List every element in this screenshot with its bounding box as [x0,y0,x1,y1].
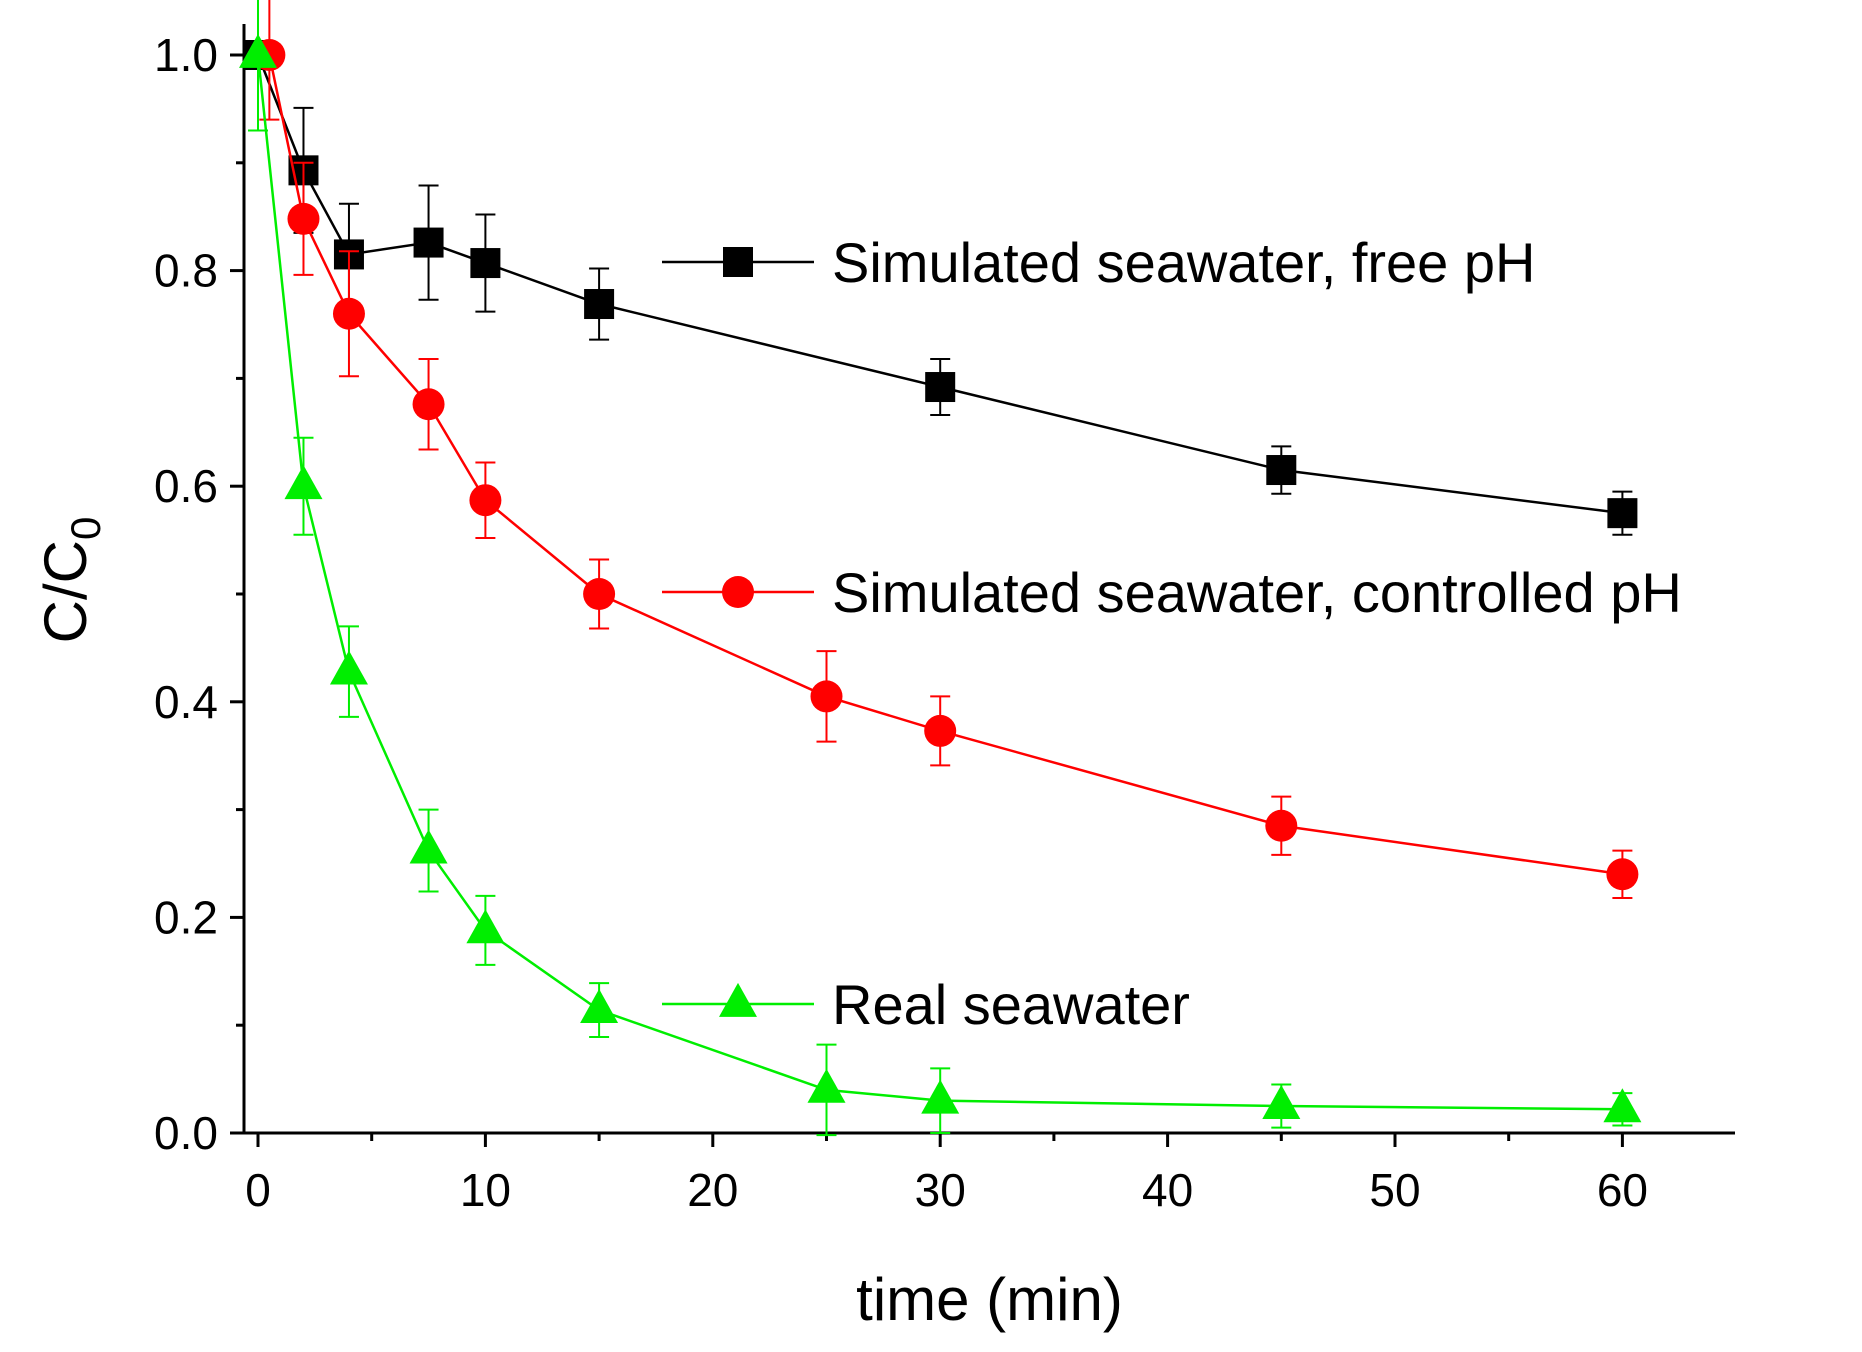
data-point [409,829,448,864]
data-point [924,714,957,747]
data-point [329,650,368,685]
data-point [1603,1088,1642,1123]
data-point [332,297,365,330]
data-point [1266,455,1297,486]
data-point [1265,809,1298,842]
legend-entry-real-seawater: Real seawater [662,973,1190,1036]
legend-entry-free-ph: Simulated seawater, free pH [662,231,1535,294]
x-tick-label: 30 [915,1164,966,1216]
data-point [583,578,616,610]
y-axis-title-main: C/C [32,540,99,643]
y-tick-label: 0.2 [154,891,218,943]
x-tick-label: 60 [1597,1164,1648,1216]
data-point [1607,498,1638,529]
series-line [256,54,1623,1111]
data-point [807,1068,846,1103]
legend-label: Simulated seawater, free pH [832,231,1535,294]
y-tick-label: 0.4 [154,676,218,728]
x-tick-label: 20 [687,1164,738,1216]
legend-label: Real seawater [832,973,1190,1036]
x-tick-label: 10 [460,1164,511,1216]
data-point [239,33,277,68]
y-axis-title-subscript: 0 [62,517,109,540]
series-controlled-ph [253,0,1639,899]
y-tick-label: 1.0 [154,29,218,81]
data-point [810,680,843,713]
legend-marker [723,247,753,277]
legend-entry-controlled-ph: Simulated seawater, controlled pH [662,561,1682,624]
axes: 0 10 20 30 40 50 60 0.0 0.2 0.4 0.6 0.8 1.0 [154,24,1735,1216]
data-point [1606,858,1639,891]
data-point [469,484,502,517]
series-line [268,54,1623,876]
y-tick-label: 0.8 [154,245,218,297]
data-point [287,202,320,235]
data-point [413,227,444,258]
data-point [580,989,619,1024]
y-tick-label: 0.6 [154,460,218,512]
legend-label: Simulated seawater, controlled pH [832,561,1682,624]
data-point [921,1079,960,1114]
y-axis-title: C/C0 [32,517,109,644]
data-point [925,372,956,403]
y-tick-label: 0.0 [154,1107,218,1159]
x-tick-label: 40 [1142,1164,1193,1216]
x-axis-title: time (min) [856,1266,1123,1333]
x-tick-label: 0 [245,1164,271,1216]
data-point [412,388,445,421]
x-tick-label: 50 [1369,1164,1420,1216]
data-point [470,248,501,279]
data-point [284,465,323,500]
data-point [584,289,615,320]
data-point [466,909,505,944]
series-real-seawater [239,0,1642,1137]
legend-marker [719,982,757,1017]
legend-marker [722,576,754,608]
series-layer [239,0,1642,1137]
data-point [1262,1084,1301,1119]
svg-text:C/C0: C/C0 [32,517,109,644]
legend: Simulated seawater, free pH Simulated sea… [662,231,1682,1036]
